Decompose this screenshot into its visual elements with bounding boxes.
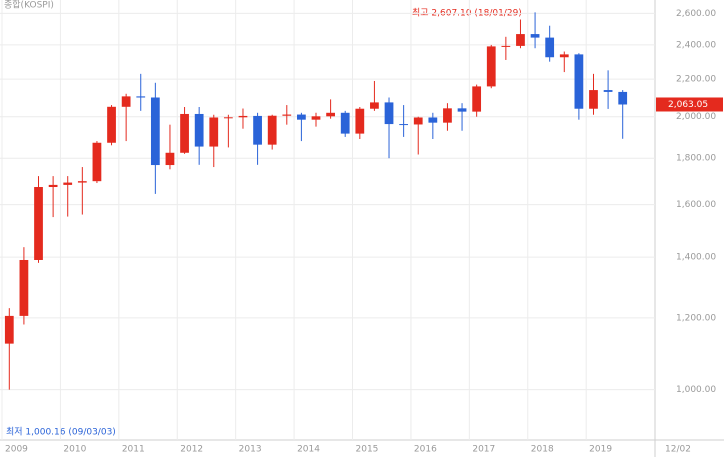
candle-body: [516, 34, 525, 46]
candle-body: [34, 187, 43, 260]
x-tick-label: 2014: [297, 445, 320, 455]
candle-body: [545, 37, 555, 58]
x-tick-label: 2018: [531, 445, 554, 455]
x-tick-label: 2017: [472, 445, 495, 455]
candle-body: [413, 117, 423, 125]
candle-body: [384, 102, 394, 125]
candle-body: [530, 34, 540, 38]
x-tick-label: 2009: [5, 445, 28, 455]
candle-body: [486, 46, 496, 87]
candle-body: [340, 112, 350, 134]
candle-body: [267, 115, 277, 145]
candle-body: [63, 182, 73, 185]
x-tick-label: 2012: [180, 445, 203, 455]
x-tick-label: 2013: [239, 445, 262, 455]
candle-body: [501, 45, 511, 47]
y-tick-label: 2,000.00: [676, 112, 716, 122]
y-tick-label: 2,600.00: [676, 9, 716, 19]
x-tick-label: 2010: [63, 445, 86, 455]
x-tick-label: 2016: [414, 445, 437, 455]
candle-body: [428, 117, 438, 123]
candle-body: [209, 117, 219, 147]
candle-body: [223, 117, 233, 119]
candle-body: [472, 86, 482, 112]
candle-body: [165, 152, 175, 166]
candle-body: [180, 113, 189, 153]
y-tick-label: 2,200.00: [676, 75, 716, 85]
y-tick-label: 1,400.00: [676, 253, 716, 263]
chart-title: 종합(KOSPI): [4, 0, 54, 11]
candle-body: [297, 114, 306, 120]
candle-body: [589, 90, 598, 109]
x-tick-label: 2019: [589, 445, 612, 455]
candle-body: [150, 97, 160, 166]
candle-body: [194, 113, 204, 147]
x-tick-label: 2011: [122, 445, 145, 455]
candle-body: [618, 91, 628, 105]
candle-body: [107, 106, 116, 143]
candle-body: [559, 54, 569, 58]
candle-body: [457, 108, 467, 112]
candle-body: [92, 142, 102, 182]
last-price-label: 2,063.05: [668, 100, 708, 110]
candle-body: [19, 259, 29, 316]
candle-body: [4, 315, 14, 344]
candle-body: [238, 115, 248, 118]
last-price-box: [656, 97, 723, 112]
y-tick-label: 1,800.00: [676, 154, 716, 164]
candle-body: [355, 108, 365, 134]
x-tick-label: 2015: [356, 445, 379, 455]
y-tick-label: 1,200.00: [676, 313, 716, 323]
candle-body: [253, 115, 262, 145]
candle-body: [399, 124, 409, 126]
candle-body: [603, 90, 613, 92]
candle-body: [370, 102, 379, 109]
candle-body: [77, 181, 87, 183]
candle-body: [311, 116, 321, 120]
y-tick-label: 2,400.00: [676, 40, 716, 50]
y-tick-label: 1,600.00: [676, 200, 716, 210]
candle-body: [326, 112, 335, 117]
end-label: 12/02: [665, 445, 691, 455]
candle-body: [443, 108, 452, 123]
y-tick-label: 1,000.00: [676, 385, 716, 395]
candle-body: [574, 54, 584, 109]
candle-body: [282, 114, 292, 116]
candle-body: [48, 184, 58, 188]
candle-body: [136, 96, 146, 98]
candle-body: [121, 96, 131, 107]
